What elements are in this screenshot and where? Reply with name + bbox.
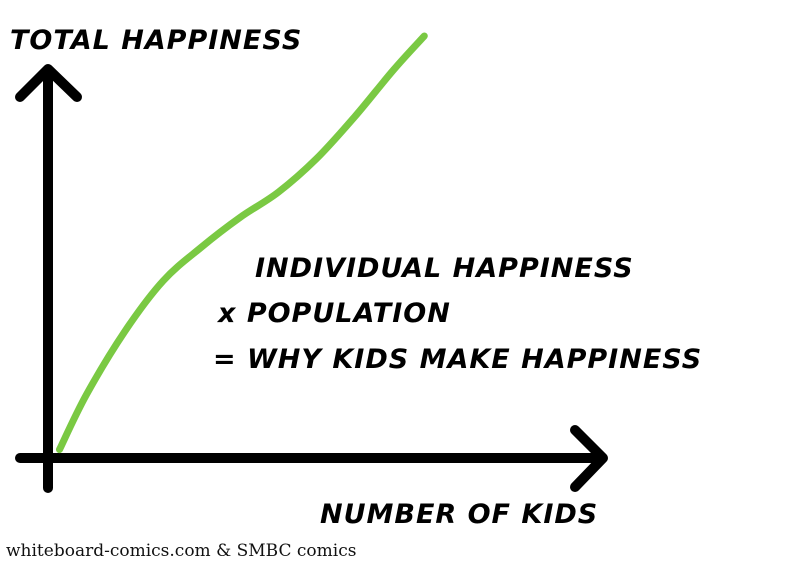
- annotation-line-1: INDIVIDUAL HAPPINESS: [255, 253, 634, 284]
- annotation-line-2: x POPULATION: [216, 298, 451, 329]
- happiness-curve: [56, 32, 428, 454]
- y-axis-label: TOTAL HAPPINESS: [10, 25, 302, 56]
- annotation-line-3: = WHY KIDS MAKE HAPPINESS: [213, 344, 702, 375]
- credit-text: whiteboard-comics.com & SMBC comics: [6, 541, 357, 561]
- x-axis-arrowhead: [570, 425, 608, 492]
- x-axis-label: NUMBER OF KIDS: [320, 499, 598, 530]
- y-axis-arrowhead: [15, 64, 82, 102]
